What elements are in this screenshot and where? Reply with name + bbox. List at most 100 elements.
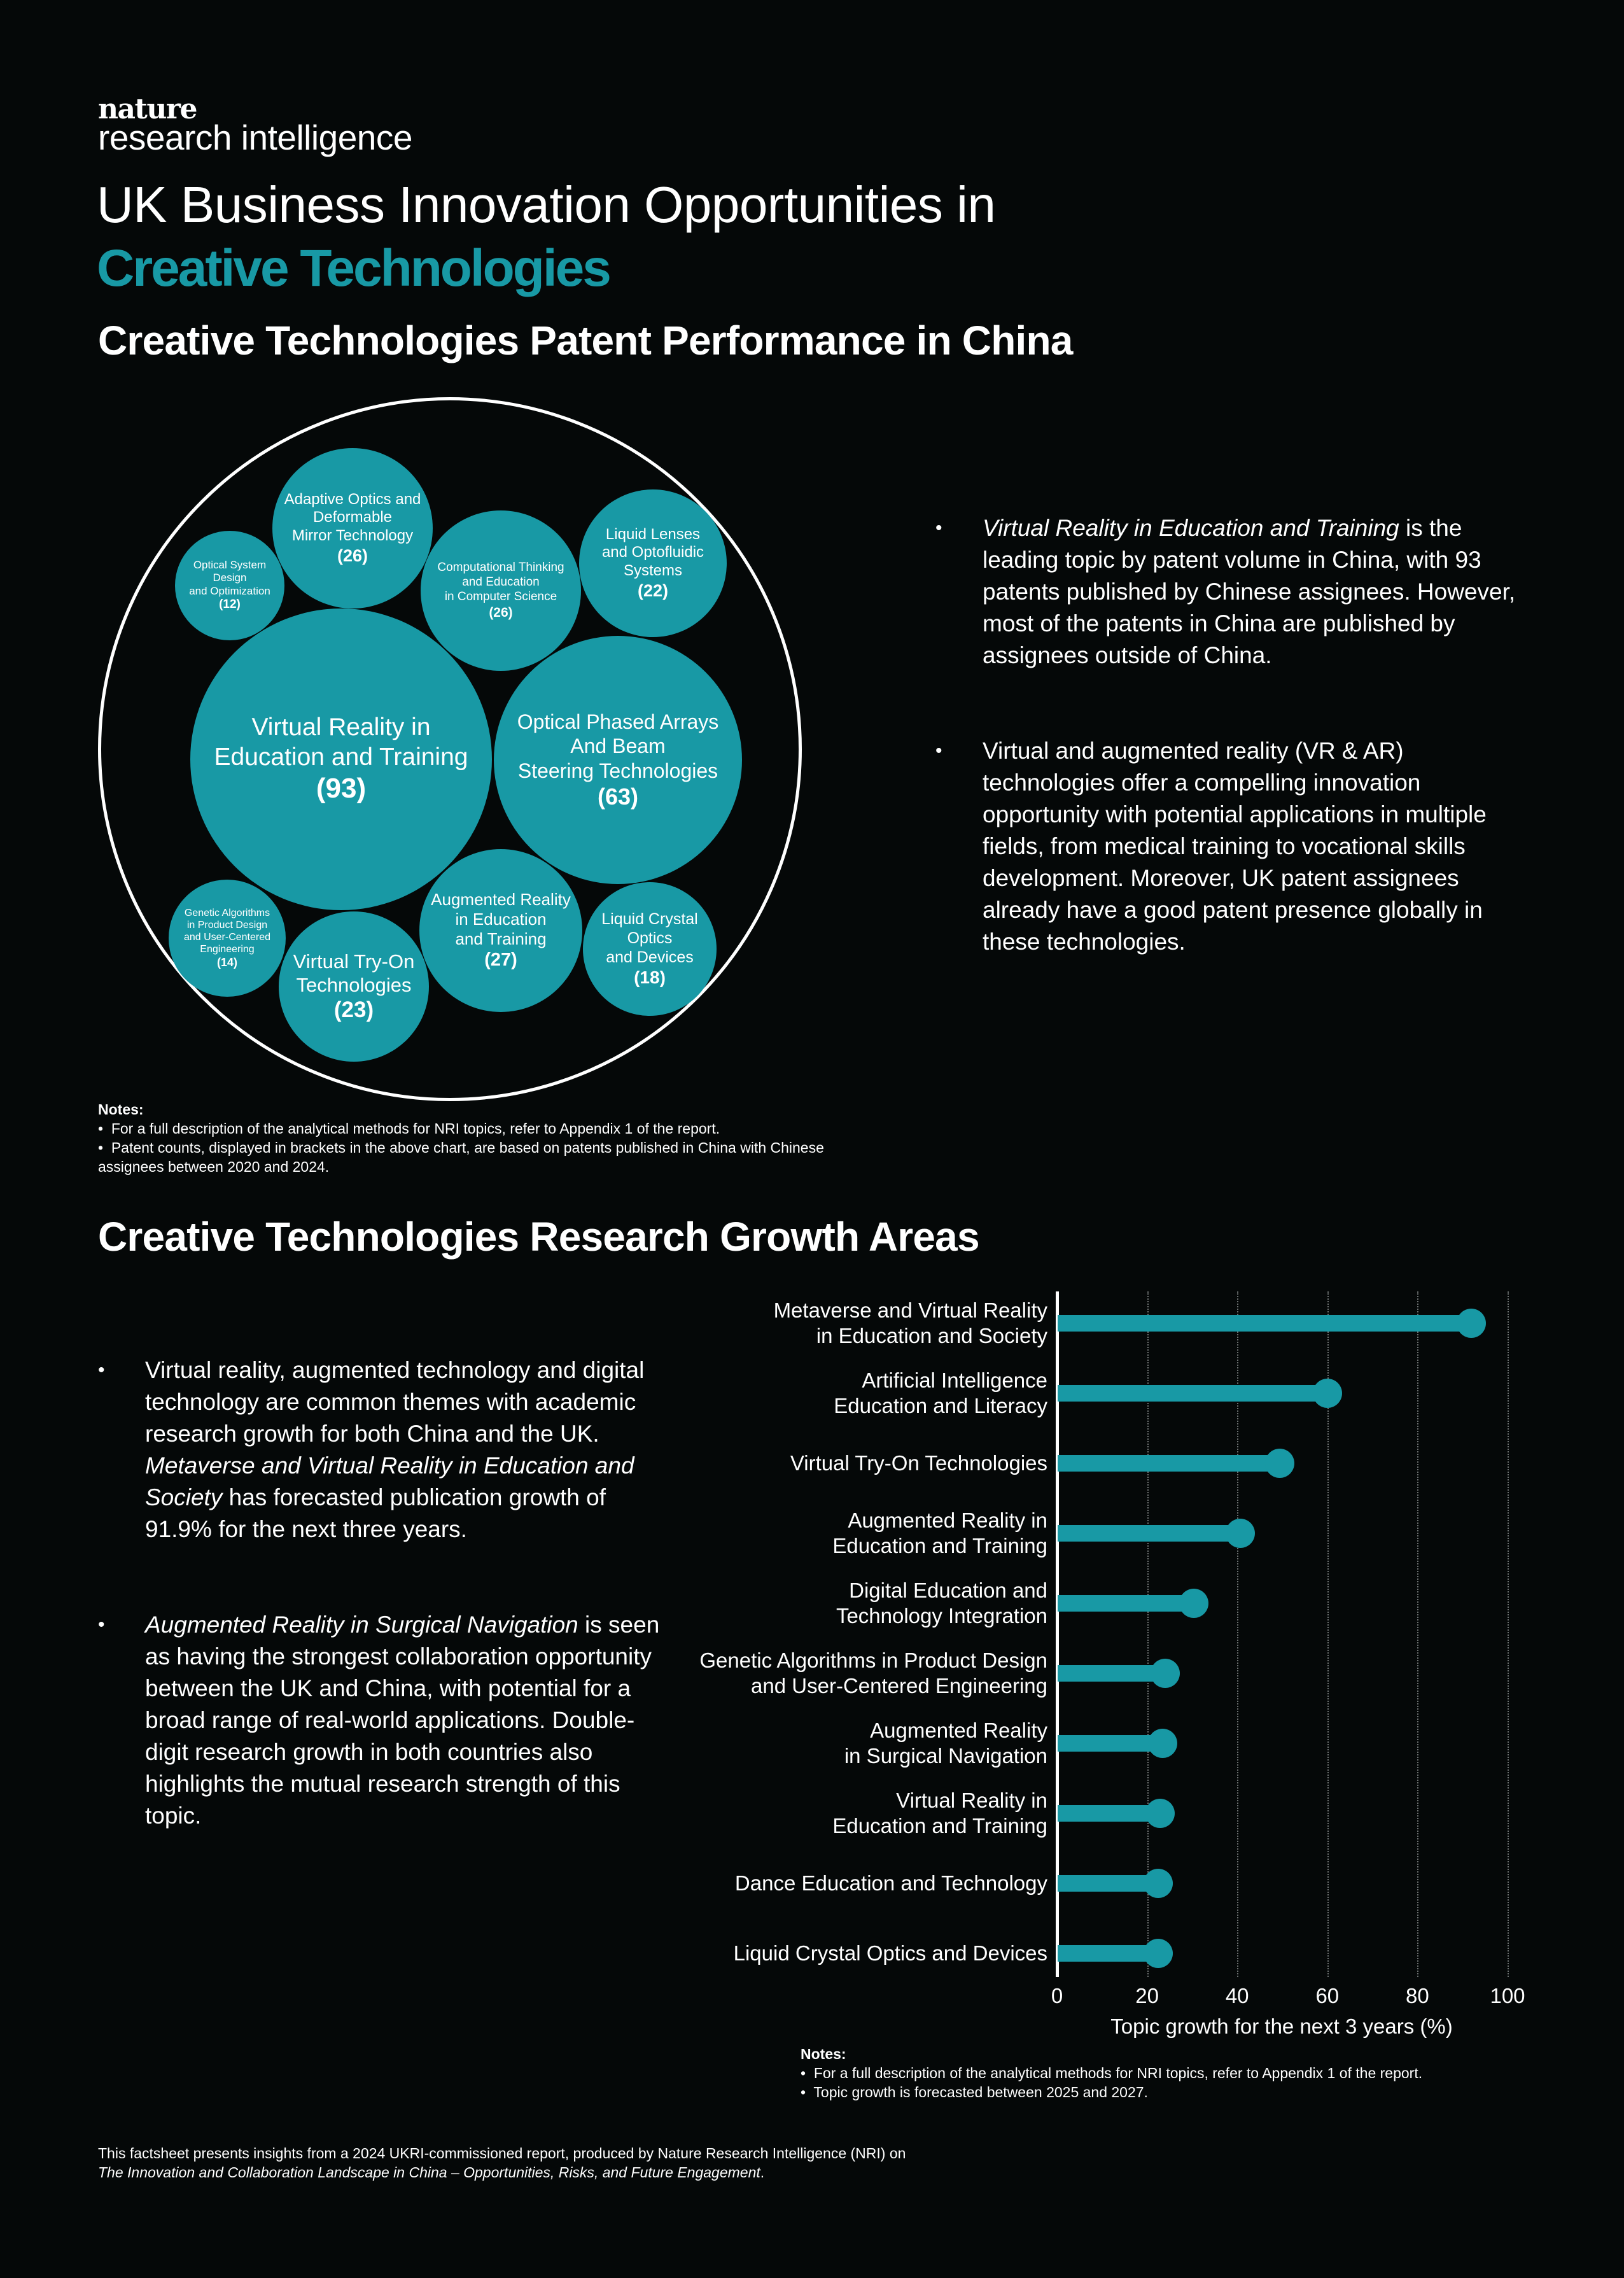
bubble: Computational Thinking and Education in …	[421, 510, 581, 671]
page-title-accent: Creative Technologies	[97, 239, 612, 297]
footer-line-1: This factsheet presents insights from a …	[98, 2145, 906, 2162]
patent-notes: Notes: • For a full description of the a…	[98, 1100, 900, 1176]
bullet-dot-icon: •	[935, 740, 942, 761]
x-tick-label: 20	[1135, 1984, 1159, 2007]
bubble-count: (14)	[216, 955, 237, 969]
category-label: Virtual Reality in Education and Trainin…	[832, 1789, 1047, 1838]
lollipop-stem	[1058, 1665, 1166, 1682]
bubble: Genetic Algorithms in Product Design and…	[169, 880, 286, 997]
note-item: • Topic growth is forecasted between 202…	[801, 2084, 1148, 2100]
lollipop-stem	[1058, 1875, 1159, 1892]
bubble: Optical Phased Arrays And Beam Steering …	[494, 636, 742, 884]
logo-research-intelligence: research intelligence	[98, 118, 412, 157]
lollipop-stem	[1058, 1385, 1328, 1402]
note-item: • Patent counts, displayed in brackets i…	[98, 1139, 824, 1175]
gridline	[1327, 1291, 1329, 1977]
bullet-dot-icon: •	[98, 1614, 105, 1635]
bubble-label: Optical System Design and Optimization	[189, 559, 270, 597]
bullet-italic: Augmented Reality in Surgical Navigation	[145, 1612, 578, 1638]
y-axis-line	[1056, 1291, 1059, 1977]
footer: This factsheet presents insights from a …	[98, 2144, 1053, 2182]
bubble: Virtual Try-On Technologies (23)	[279, 911, 429, 1062]
x-tick-label: 40	[1225, 1984, 1249, 2007]
growth-bullet-1: • Virtual reality, augmented technology …	[98, 1354, 664, 1545]
bubble-count: (93)	[316, 773, 367, 805]
lollipop-dot	[1265, 1449, 1295, 1478]
bubble: Optical System Design and Optimization (1…	[175, 531, 284, 640]
bullet-italic: Virtual Reality in Education and Trainin…	[983, 515, 1399, 541]
category-label: Virtual Try-On Technologies	[790, 1451, 1047, 1475]
bullet-italic: Metaverse and Virtual Reality in Educati…	[145, 1452, 634, 1510]
lollipop-dot	[1150, 1659, 1180, 1688]
growth-notes: Notes: • For a full description of the a…	[801, 2044, 1564, 2102]
category-label: Digital Education and Technology Integra…	[836, 1578, 1047, 1628]
bubble-count: (23)	[333, 997, 374, 1023]
lollipop-chart: Topic growth for the next 3 years (%) 0 2…	[662, 1286, 1553, 2038]
growth-bullets: • Virtual reality, augmented technology …	[98, 1354, 664, 1832]
x-tick-label: 100	[1490, 1984, 1525, 2007]
lollipop-dot	[1456, 1309, 1486, 1338]
gridline	[1417, 1291, 1419, 1977]
bubble-count: (18)	[634, 967, 666, 988]
bubble-label: Computational Thinking and Education in …	[437, 561, 564, 603]
bubble-count: (22)	[637, 581, 668, 600]
x-tick-label: 60	[1315, 1984, 1340, 2007]
note-item: • For a full description of the analytic…	[801, 2065, 1423, 2081]
bubble: Liquid Lenses and Optofluidic Systems (22…	[579, 489, 727, 637]
patent-bullets: • Virtual Reality in Education and Train…	[935, 512, 1521, 958]
category-label: Metaverse and Virtual Reality in Educati…	[773, 1298, 1047, 1347]
category-label: Augmented Reality in Education and Train…	[832, 1508, 1047, 1557]
lollipop-dot	[1147, 1729, 1177, 1758]
bubble: Liquid Crystal Optics and Devices (18)	[583, 882, 717, 1016]
bubble-label: Liquid Lenses and Optofluidic Systems	[601, 525, 704, 580]
bubble-label: Liquid Crystal Optics and Devices	[601, 910, 698, 967]
bubble-label: Virtual Reality in Education and Trainin…	[214, 713, 468, 771]
bullet-dot-icon: •	[98, 1360, 105, 1381]
lollipop-dot	[1144, 1869, 1173, 1898]
category-label: Dance Education and Technology	[734, 1871, 1047, 1895]
notes-heading: Notes:	[801, 2046, 846, 2062]
gridline	[1147, 1291, 1149, 1977]
bubble-label: Optical Phased Arrays And Beam Steering …	[517, 710, 719, 782]
bubble-label: Adaptive Optics and Deformable Mirror Te…	[284, 490, 421, 545]
bubble-count: (27)	[484, 950, 517, 971]
lollipop-dot	[1145, 1799, 1175, 1828]
lollipop-stem	[1058, 1315, 1472, 1332]
patent-bullet-1: • Virtual Reality in Education and Train…	[935, 512, 1521, 671]
bullet-text: Virtual and augmented reality (VR & AR) …	[983, 738, 1487, 955]
patent-section-heading: Creative Technologies Patent Performance…	[98, 318, 1073, 363]
bubble-count: (63)	[597, 783, 639, 810]
lollipop-dot	[1226, 1519, 1256, 1548]
lollipop-dot	[1144, 1939, 1173, 1968]
bubble-label: Augmented Reality in Education and Train…	[431, 889, 571, 949]
bubble: Adaptive Optics and Deformable Mirror Te…	[272, 448, 433, 608]
lollipop-stem	[1058, 1455, 1281, 1472]
growth-bullet-2: • Augmented Reality in Surgical Navigati…	[98, 1609, 664, 1832]
growth-section-heading: Creative Technologies Research Growth Ar…	[98, 1214, 980, 1260]
lollipop-stem	[1058, 1595, 1195, 1612]
footer-line-2: The Innovation and Collaboration Landsca…	[98, 2164, 765, 2181]
category-label: Liquid Crystal Optics and Devices	[733, 1941, 1047, 1965]
logo-nature: nature	[98, 93, 198, 125]
page-title: UK Business Innovation Opportunities in	[97, 176, 996, 233]
bullet-dot-icon: •	[935, 517, 942, 538]
x-tick-label: 80	[1406, 1984, 1429, 2007]
bubble-label: Genetic Algorithms in Product Design and…	[183, 907, 271, 955]
lollipop-stem	[1058, 1525, 1242, 1542]
gridline	[1508, 1291, 1509, 1977]
patent-bullet-2: • Virtual and augmented reality (VR & AR…	[935, 735, 1521, 958]
bubble-chart-boundary	[98, 397, 802, 1101]
lollipop-stem	[1058, 1945, 1159, 1962]
category-label: Artificial Intelligence Education and Li…	[834, 1368, 1047, 1417]
x-axis-label: Topic growth for the next 3 years (%)	[1110, 2014, 1453, 2038]
bubble: Augmented Reality in Education and Train…	[419, 849, 582, 1012]
bullet-text: is the leading topic by patent volume in…	[983, 515, 1516, 668]
notes-heading: Notes:	[98, 1101, 144, 1118]
category-label: Augmented Reality in Surgical Navigation	[844, 1719, 1047, 1768]
bubble-count: (12)	[219, 598, 241, 612]
lollipop-stem	[1058, 1735, 1163, 1752]
bubble-count: (26)	[337, 546, 368, 565]
gridline	[1237, 1291, 1239, 1977]
bubble-label: Virtual Try-On Technologies	[293, 950, 415, 996]
bubble: Virtual Reality in Education and Trainin…	[190, 608, 492, 910]
